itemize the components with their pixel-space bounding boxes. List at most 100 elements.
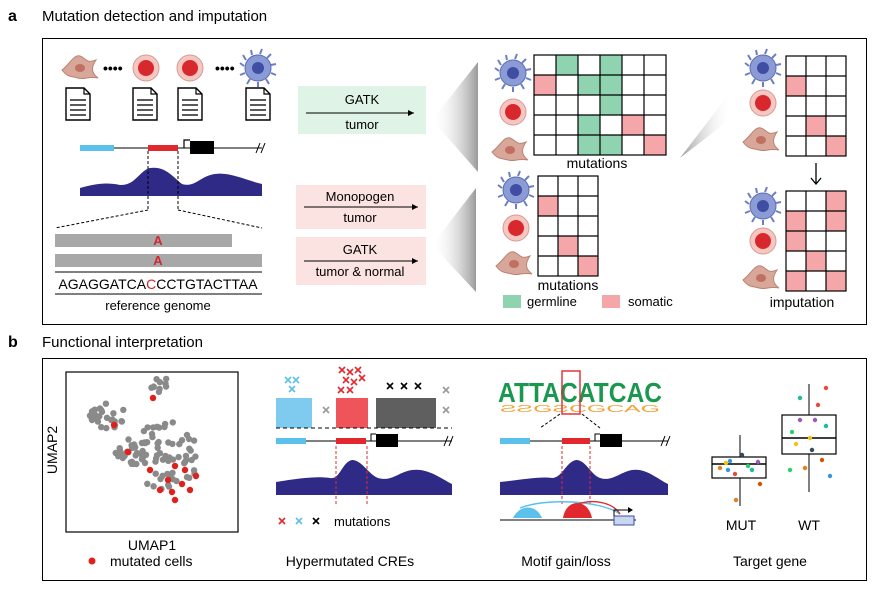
- cell-blue-top: [239, 48, 277, 88]
- umap-cell-point: [155, 438, 162, 446]
- boxplot-point: [739, 452, 745, 458]
- umap-cell-point: [165, 481, 172, 489]
- cell-blue-imp-bottom: [744, 186, 782, 226]
- coverage-baseline-b2: [500, 490, 668, 495]
- legend-somatic-swatch: [602, 295, 620, 308]
- cell-blue-matrix-bottom: [497, 170, 535, 210]
- umap-cell-point: [152, 470, 159, 477]
- boxplot-point: [749, 467, 755, 473]
- umap-cell-point: [102, 400, 110, 407]
- umap-mutated-point: [168, 488, 176, 496]
- cell-round-imp-top: [749, 89, 777, 117]
- zoom-fan-left: [54, 209, 149, 229]
- umap-mutated-point: [164, 476, 172, 484]
- read-allele-2: A: [153, 253, 163, 268]
- umap-cell-point: [183, 456, 190, 463]
- cell-fib-matrix-bottom: [495, 251, 533, 276]
- umap-cell-point: [156, 424, 163, 431]
- umap-cell-point: [149, 433, 156, 441]
- boxplot-point: [725, 467, 731, 473]
- umap-cell-point: [142, 451, 150, 458]
- umap-cell-point: [169, 469, 176, 476]
- cell-round-imp-bottom: [749, 227, 777, 255]
- boxplot-mut: [711, 435, 767, 506]
- boxplot-point: [797, 417, 803, 423]
- mutation-matrix-bottom: [537, 175, 599, 277]
- reference-sequence: AGAGGATCACCCTGTACTTAA: [58, 276, 258, 292]
- gatk-tumor-normal-box: GATK tumor & normal: [296, 237, 426, 285]
- funnel-top: [432, 62, 478, 172]
- coverage-baseline-a: [80, 192, 262, 196]
- boxplot-wt: [781, 384, 837, 492]
- umap-cell-point: [150, 383, 157, 390]
- boxplot-point: [732, 471, 738, 477]
- umap-mutated-point: [124, 448, 132, 456]
- boxplot-points: [717, 385, 833, 503]
- umap-legend-label: mutated cells: [110, 553, 192, 569]
- gene-track-b2: [500, 433, 671, 447]
- umap-cell-point: [164, 470, 171, 478]
- boxplot-point: [827, 473, 833, 479]
- umap-cell-point: [163, 375, 170, 383]
- umap-cell-point: [96, 405, 104, 412]
- cell-round-top-1: [132, 54, 160, 82]
- umap-mutated-point: [178, 480, 186, 488]
- umap-cell-point: [161, 420, 169, 428]
- cell-round-top-2: [176, 54, 204, 82]
- umap-cell-point: [133, 449, 141, 457]
- umap-cell-point: [175, 453, 182, 461]
- mutation-matrix-top: [533, 54, 667, 156]
- umap-ylabel: UMAP2: [44, 426, 60, 474]
- cre-bar-blue: [276, 398, 312, 428]
- umap-cell-point: [173, 477, 180, 485]
- coverage-track-a: [80, 167, 262, 192]
- umap-cell-point: [169, 456, 177, 463]
- cre-bar-gray: [376, 398, 436, 428]
- panel-b-frame: [42, 358, 867, 581]
- boxplot-point: [723, 460, 729, 466]
- cell-blue-imp-top: [744, 48, 782, 88]
- boxplot-point: [789, 429, 795, 435]
- panel-a-letter: a: [8, 8, 17, 25]
- umap-cell-point: [152, 455, 160, 462]
- legend-germline-label: germline: [527, 294, 577, 309]
- umap-mutated-point: [146, 466, 154, 474]
- boxplot-point: [812, 417, 818, 423]
- umap-cell-point: [138, 439, 146, 447]
- imputation-matrix-before: [785, 55, 847, 157]
- boxplot-point: [733, 497, 739, 503]
- document-icon-4: [245, 87, 271, 121]
- boxplot-point: [757, 481, 763, 487]
- legend-germline-swatch: [503, 295, 521, 308]
- cre-bar-red: [336, 398, 368, 428]
- document-icon-1: [65, 87, 91, 121]
- read-allele-1: A: [153, 233, 163, 248]
- umap-cell-point: [128, 444, 136, 452]
- reference-genome-label: reference genome: [105, 298, 211, 313]
- panel-a-title: Mutation detection and imputation: [42, 8, 268, 25]
- umap-cell-point: [165, 439, 172, 446]
- imputation-label: imputation: [770, 294, 835, 310]
- umap-cell-point: [94, 418, 102, 425]
- gene-track-b1: [276, 433, 454, 447]
- cre-mutations-label: mutations: [334, 514, 391, 529]
- boxplot-point: [787, 467, 793, 473]
- svg-text:tumor & normal: tumor & normal: [316, 264, 405, 279]
- umap-cell-point: [169, 419, 176, 426]
- boxplot-point: [755, 459, 761, 465]
- cell-fib-matrix-top: [491, 137, 529, 162]
- umap-cell-point: [186, 445, 193, 452]
- ellipsis-1: ••••: [103, 60, 123, 76]
- document-icon-3: [177, 87, 203, 121]
- umap-cell-point: [150, 483, 157, 490]
- umap-cell-point: [103, 424, 110, 432]
- umap-points: [86, 375, 200, 504]
- umap-cell-point: [183, 431, 191, 439]
- umap-cell-point: [143, 439, 151, 446]
- umap-mutated-point: [186, 486, 194, 494]
- umap-cell-point: [116, 445, 123, 452]
- umap-cell-point: [159, 456, 167, 463]
- umap-legend-dot: [88, 557, 96, 565]
- panel-a-frame: [42, 38, 867, 325]
